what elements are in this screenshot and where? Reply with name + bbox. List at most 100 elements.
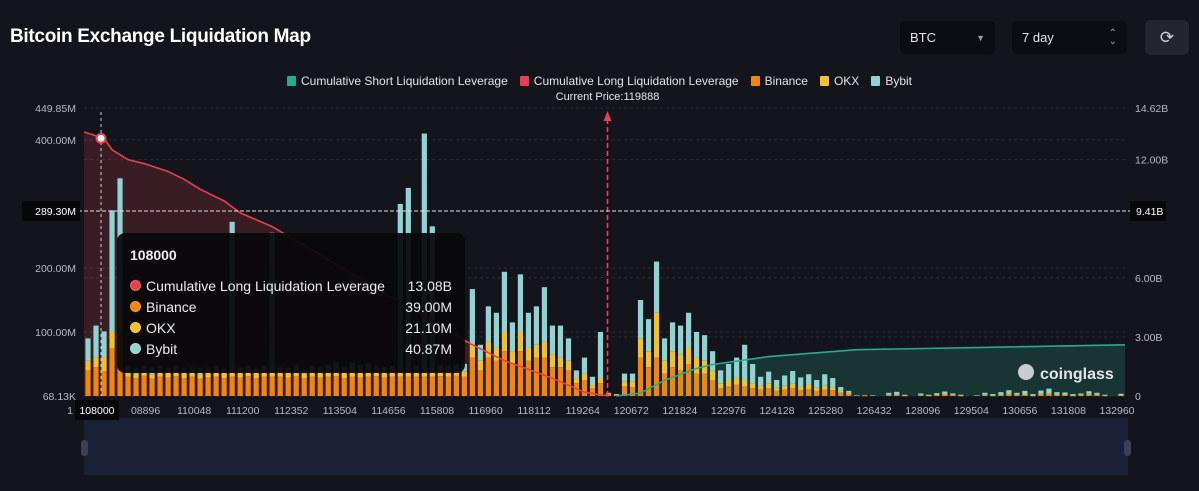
legend-swatch (750, 76, 760, 86)
right-axis-tick: 6.00B (1135, 273, 1162, 285)
left-axis-tick: 200.00M (35, 263, 76, 275)
x-axis-tick: 120672 (614, 405, 649, 417)
legend-label: Bybit (885, 74, 912, 88)
binance-bar (397, 376, 403, 396)
okx-bar (958, 395, 964, 396)
okx-bar (886, 394, 892, 396)
okx-bar (790, 383, 796, 389)
bybit-bar (693, 331, 700, 358)
okx-bar (950, 394, 956, 396)
refresh-icon: ⟳ (1159, 27, 1175, 47)
legend-long[interactable]: Cumulative Long Liquidation Leverage (519, 74, 739, 88)
bybit-bar (742, 344, 748, 380)
binance-bar (782, 389, 788, 396)
binance-bar (806, 388, 812, 396)
bybit-bar (886, 392, 892, 395)
binance-bar (1022, 395, 1028, 396)
bybit-bar (589, 376, 596, 386)
binance-bar (1094, 395, 1100, 396)
bybit-bar (926, 394, 932, 396)
binance-bar (1054, 395, 1060, 396)
binance-bar (886, 395, 892, 396)
bybit-bar (790, 371, 796, 384)
okx-bar (589, 385, 596, 389)
binance-bar (862, 395, 868, 397)
bybit-bar (613, 394, 620, 395)
binance-bar (1118, 395, 1124, 396)
okx-bar (85, 360, 91, 371)
okx-bar (173, 371, 179, 377)
arrow-up-icon (603, 111, 612, 121)
tooltip-row: Binance 39.00M (130, 296, 452, 317)
bybit-bar (581, 357, 588, 374)
okx-bar (317, 372, 323, 378)
bybit-bar (798, 377, 804, 387)
binance-bar (541, 357, 548, 396)
okx-bar (541, 341, 548, 358)
binance-bar (982, 395, 988, 396)
bybit-dot-icon (130, 343, 141, 354)
okx-bar (149, 374, 155, 379)
x-axis-tick: 132960 (1099, 405, 1134, 417)
x-axis-tick: 1 (67, 405, 73, 417)
binance-bar (1062, 395, 1068, 396)
okx-bar (1014, 394, 1020, 396)
binance-bar (437, 376, 443, 396)
legend-okx[interactable]: OKX (819, 74, 859, 88)
okx-bar (445, 371, 451, 377)
okx-bar (621, 381, 628, 387)
long-leverage-line (83, 131, 609, 397)
okx-bar (197, 374, 203, 379)
okx-bar (942, 393, 948, 395)
okx-bar (269, 371, 275, 377)
binance-bar (429, 376, 435, 396)
bybit-bar (1102, 394, 1108, 396)
binance-bar (341, 378, 347, 396)
bybit-bar (1086, 391, 1092, 394)
tooltip-title: 108000 (130, 247, 177, 263)
okx-bar (277, 372, 283, 377)
binance-bar (245, 376, 251, 396)
okx-bar (293, 371, 299, 377)
refresh-button[interactable]: ⟳ (1145, 20, 1189, 55)
okx-bar (653, 312, 660, 358)
okx-bar (221, 372, 227, 379)
okx-bar (245, 371, 251, 377)
binance-bar (317, 377, 323, 396)
x-axis-tick: 122976 (711, 405, 746, 417)
zoom-slider-left-handle[interactable] (81, 440, 88, 456)
binance-bar (990, 395, 996, 397)
legend-binance[interactable]: Binance (750, 74, 808, 88)
crosshair-left-value: 289.30M (35, 206, 76, 218)
coin-select-value: BTC (910, 30, 936, 45)
coin-select[interactable]: BTC ▼ (900, 21, 995, 54)
tooltip-value: 13.08B (407, 277, 452, 294)
x-axis-tick: 118112 (517, 405, 551, 417)
okx-bar (189, 371, 195, 377)
bybit-bar (517, 274, 524, 332)
binance-dot-icon (130, 301, 141, 312)
okx-bar (918, 394, 924, 396)
bybit-bar (629, 373, 636, 382)
okx-bar (894, 394, 900, 396)
binance-bar (197, 378, 203, 396)
binance-bar (453, 375, 459, 396)
bybit-bar (870, 395, 876, 396)
binance-bar (301, 378, 307, 396)
zoom-slider-track[interactable] (84, 418, 1128, 475)
binance-bar (365, 376, 371, 396)
x-axis-tick: 131808 (1051, 405, 1086, 417)
range-select[interactable]: 7 day ⌃ ⌄ (1012, 21, 1127, 54)
okx-bar (501, 331, 508, 352)
x-axis-tick: 111200 (226, 405, 260, 417)
binance-bar (293, 376, 299, 396)
legend-bybit[interactable]: Bybit (871, 74, 912, 88)
okx-bar (862, 395, 868, 396)
okx-bar (349, 372, 355, 377)
binance-bar (790, 388, 796, 396)
binance-bar (333, 376, 339, 396)
zoom-slider-right-handle[interactable] (1124, 440, 1131, 456)
legend-short[interactable]: Cumulative Short Liquidation Leverage (286, 74, 508, 88)
okx-bar (253, 372, 259, 379)
binance-bar (814, 390, 820, 396)
